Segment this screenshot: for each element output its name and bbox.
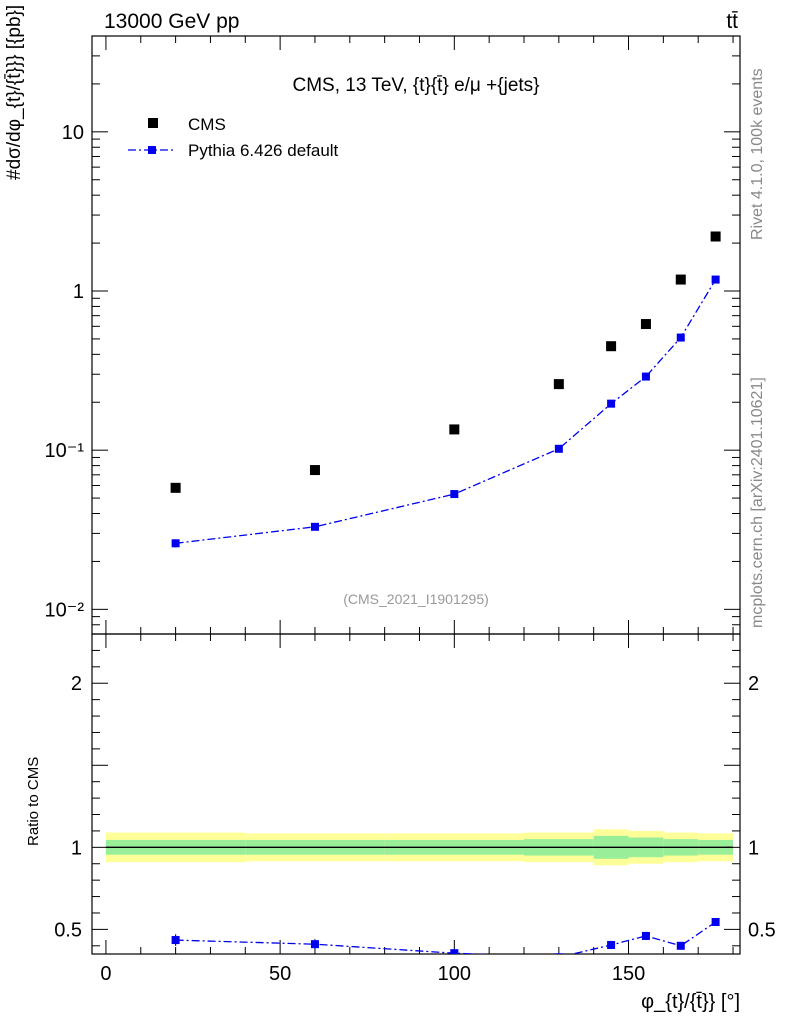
cms-point bbox=[710, 231, 721, 242]
cms-point bbox=[640, 319, 651, 330]
ratio-bands bbox=[105, 829, 734, 866]
ratio-y-ticks: 0.5 0.5 1 1 2 2 bbox=[54, 649, 776, 947]
ratio-pythia-point bbox=[171, 936, 180, 945]
pythia-point bbox=[641, 372, 650, 381]
legend-cms-marker bbox=[148, 118, 158, 128]
ratio-pythia-point bbox=[676, 941, 685, 950]
main-y-tick-label: 10⁻¹ bbox=[45, 440, 85, 462]
main-plot-title: CMS, 13 TeV, {t}{t̄} e/μ +{jets} bbox=[292, 75, 539, 96]
pythia-line bbox=[175, 279, 717, 544]
ratio-pythia-point bbox=[607, 940, 616, 949]
ratio-pythia-point bbox=[450, 949, 459, 954]
process-label: tt̄ bbox=[726, 10, 738, 33]
analysis-watermark: (CMS_2021_I1901295) bbox=[343, 591, 489, 607]
pythia-point bbox=[310, 522, 319, 531]
ratio-y-tick-label-right: 1 bbox=[748, 837, 759, 859]
ratio-y-tick-label: 0.5 bbox=[54, 919, 82, 941]
cms-point bbox=[449, 424, 460, 435]
pythia-point bbox=[607, 399, 616, 408]
cms-point bbox=[170, 482, 181, 493]
main-y-axis-label: #dσ/dφ_{t}/{t̄}}} [{pb}] bbox=[4, 5, 25, 180]
ratio-pythia-point bbox=[711, 918, 720, 926]
ratio-x-tick-label: 50 bbox=[269, 963, 291, 985]
cms-point bbox=[606, 341, 617, 352]
pythia-point bbox=[171, 539, 180, 548]
ratio-plot-frame bbox=[91, 633, 741, 955]
ratio-y-tick-label: 2 bbox=[71, 673, 82, 695]
legend-pythia-label: Pythia 6.426 default bbox=[188, 141, 339, 160]
ratio-x-ticks: 0 50 100 150 bbox=[100, 634, 734, 985]
ratio-pythia-point bbox=[641, 931, 650, 940]
legend: CMS Pythia 6.426 default bbox=[128, 115, 339, 160]
ratio-x-tick-label: 0 bbox=[100, 963, 111, 985]
main-y-tick-label: 1 bbox=[73, 281, 84, 303]
ratio-pythia-point bbox=[554, 953, 563, 954]
ratio-x-tick-label: 150 bbox=[612, 963, 645, 985]
ratio-y-axis-label: Ratio to CMS bbox=[25, 757, 42, 846]
main-y-tick-label: 10 bbox=[62, 122, 84, 144]
pythia-point bbox=[554, 444, 563, 453]
main-plot-series bbox=[170, 231, 721, 548]
pythia-point bbox=[711, 275, 720, 284]
cms-point bbox=[309, 465, 320, 476]
cms-point bbox=[553, 379, 564, 390]
energy-label: 13000 GeV pp bbox=[104, 10, 239, 33]
ratio-y-tick-label-right: 2 bbox=[748, 673, 759, 695]
cms-point bbox=[675, 274, 686, 285]
legend-cms-label: CMS bbox=[188, 115, 226, 134]
ratio-series-clipped bbox=[171, 918, 720, 954]
rivet-version-label: Rivet 4.1.0, 100k events bbox=[749, 68, 766, 240]
pythia-point bbox=[676, 333, 685, 342]
ratio-pythia-point bbox=[310, 940, 319, 949]
mcplots-reference-label: mcplots.cern.ch [arXiv:2401.10621] bbox=[749, 377, 766, 628]
ratio-x-tick-label: 100 bbox=[438, 963, 471, 985]
legend-pythia-marker bbox=[148, 146, 156, 154]
ratio-y-tick-label: 1 bbox=[71, 837, 82, 859]
main-y-tick-label: 10⁻² bbox=[45, 599, 85, 621]
pythia-point bbox=[450, 490, 459, 499]
ratio-y-tick-label-right: 0.5 bbox=[748, 919, 776, 941]
ratio-series bbox=[171, 918, 720, 954]
main-x-ticks bbox=[105, 36, 734, 634]
ratio-x-axis-label: φ_{t}/{t̄}} [°] bbox=[641, 991, 740, 1013]
main-y-ticks: 10⁻² 10⁻¹ 1 10 bbox=[45, 35, 740, 635]
ratio-pythia-line bbox=[175, 921, 716, 954]
